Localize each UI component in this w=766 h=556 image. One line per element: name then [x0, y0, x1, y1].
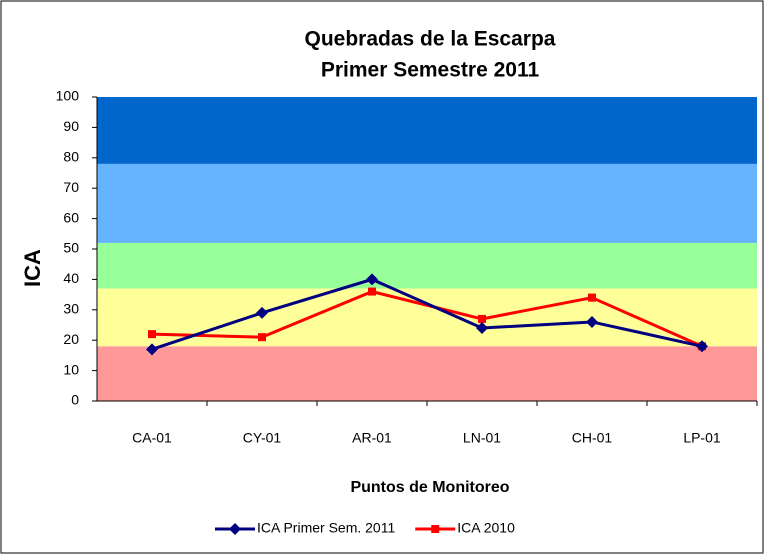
y-tick-label: 40 — [63, 270, 79, 286]
chart-title: Quebradas de la Escarpa — [305, 28, 556, 51]
y-tick-label: 0 — [71, 392, 79, 408]
y-tick-label: 100 — [56, 88, 80, 104]
background-band — [97, 242, 757, 289]
legend-marker — [431, 525, 440, 533]
y-tick-label: 30 — [63, 301, 79, 317]
point — [256, 306, 268, 319]
legend-label: ICA Primer Sem. 2011 — [257, 520, 395, 536]
x-tick-label: CH-01 — [572, 430, 613, 446]
y-axis-title: ICA — [20, 249, 45, 287]
y-tick-label: 20 — [63, 331, 79, 347]
point — [476, 322, 488, 335]
chart-subtitle: Primer Semestre 2011 — [321, 59, 540, 82]
x-tick-label: AR-01 — [352, 430, 392, 446]
point — [146, 343, 158, 356]
point — [258, 333, 266, 342]
point — [366, 273, 378, 286]
x-tick-label: LP-01 — [683, 430, 721, 446]
point — [696, 340, 708, 353]
y-tick-label: 90 — [63, 118, 79, 134]
legend-marker — [229, 523, 241, 535]
background-band — [97, 346, 757, 401]
background-band — [97, 97, 757, 164]
y-tick-label: 10 — [63, 361, 79, 377]
point — [478, 314, 486, 323]
point — [586, 315, 598, 328]
x-tick-label: CY-01 — [243, 430, 282, 446]
point — [148, 330, 156, 339]
y-tick-label: 70 — [63, 179, 79, 195]
x-tick-label: CA-01 — [132, 430, 172, 446]
point — [368, 287, 376, 296]
y-tick-label: 60 — [63, 209, 79, 225]
x-tick-label: LN-01 — [463, 430, 501, 446]
x-axis-title: Puntos de Monitoreo — [350, 479, 509, 496]
series-line — [151, 277, 703, 351]
y-tick-label: 50 — [63, 240, 79, 256]
legend-label: ICA 2010 — [457, 520, 515, 536]
y-tick-label: 80 — [63, 149, 79, 165]
point — [588, 293, 596, 302]
background-band — [97, 163, 757, 243]
